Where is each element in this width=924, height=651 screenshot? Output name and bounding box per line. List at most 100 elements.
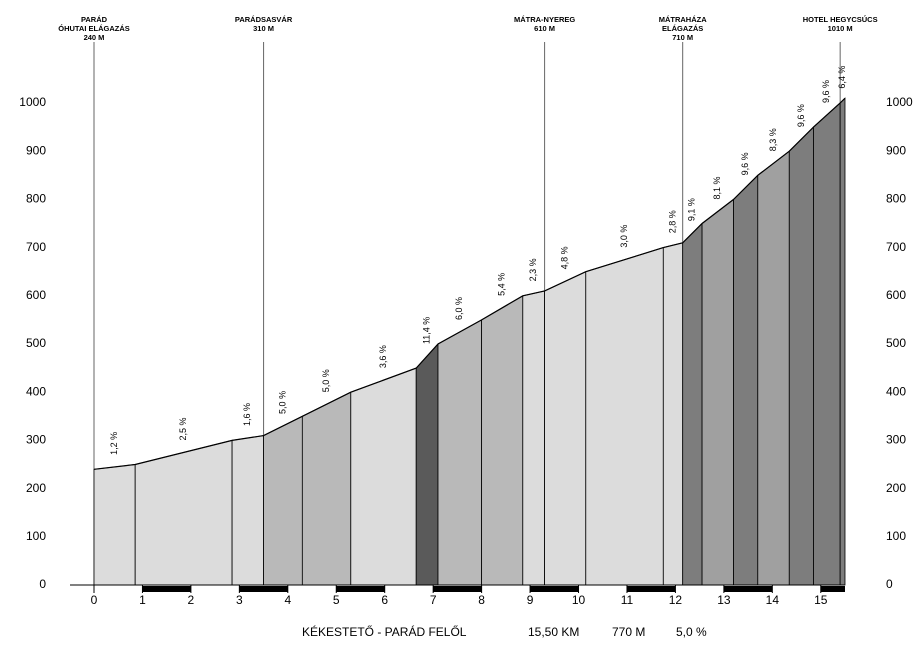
footer-text: 5,0 % — [676, 625, 707, 639]
grade-label: 3,0 % — [619, 225, 629, 248]
y-tick-label-right: 1000 — [886, 95, 913, 109]
km-band — [239, 586, 288, 592]
segment — [544, 271, 587, 586]
waypoint-label: 710 M — [672, 33, 693, 42]
grade-label: 1,6 % — [242, 403, 252, 426]
y-tick-label-right: 100 — [886, 529, 906, 543]
y-tick-label-left: 300 — [26, 433, 46, 447]
y-tick-label-left: 600 — [26, 288, 46, 302]
segment — [93, 464, 136, 586]
y-tick-label-left: 900 — [26, 143, 46, 157]
segment — [350, 367, 417, 586]
grade-label: 9,6 % — [821, 80, 831, 103]
km-band — [530, 586, 579, 592]
km-band — [142, 586, 191, 592]
grade-label: 8,3 % — [768, 128, 778, 151]
segment — [662, 242, 684, 586]
waypoint-label: 1010 M — [828, 24, 853, 33]
x-tick-label: 12 — [669, 593, 683, 607]
segment — [701, 198, 734, 586]
x-tick-label: 14 — [766, 593, 780, 607]
x-tick-label: 11 — [621, 593, 634, 607]
waypoint-label: 240 M — [84, 33, 105, 42]
segment — [301, 391, 352, 586]
segment — [437, 319, 483, 586]
x-tick-label: 7 — [430, 593, 437, 607]
km-band — [723, 586, 773, 592]
km-band — [336, 586, 385, 592]
y-tick-label-right: 800 — [886, 192, 906, 206]
y-tick-label-right: 900 — [886, 143, 906, 157]
waypoint-label: MÁTRA-NYEREG — [514, 15, 575, 24]
footer-text: 770 M — [612, 625, 645, 639]
y-tick-label-right: 0 — [886, 577, 893, 591]
grade-label: 2,5 % — [178, 417, 188, 440]
x-tick-label: 0 — [91, 593, 98, 607]
y-tick-label-left: 800 — [26, 192, 46, 206]
x-tick-label: 3 — [236, 593, 243, 607]
y-tick-label-right: 200 — [886, 481, 906, 495]
waypoint-label: PARÁDSASVÁR — [235, 15, 293, 24]
y-tick-label-right: 600 — [886, 288, 906, 302]
waypoint-label: 610 M — [534, 24, 555, 33]
y-tick-label-left: 1000 — [19, 95, 46, 109]
x-tick-label: 10 — [572, 593, 586, 607]
grade-label: 6,0 % — [454, 297, 464, 320]
footer-text: KÉKESTETŐ - PARÁD FELŐL — [302, 624, 467, 639]
y-tick-label-left: 700 — [26, 240, 46, 254]
grade-label: 2,8 % — [667, 210, 677, 233]
grade-label: 11,4 % — [421, 317, 431, 344]
grade-label: 5,0 % — [321, 369, 331, 392]
x-tick-label: 8 — [478, 593, 485, 607]
km-band — [626, 586, 676, 592]
segment — [585, 247, 664, 586]
grade-label: 9,6 % — [796, 104, 806, 127]
y-tick-label-right: 700 — [886, 240, 906, 254]
waypoint-label: ELÁGAZÁS — [662, 24, 703, 33]
x-tick-label: 5 — [333, 593, 340, 607]
waypoint-label: HOTEL HEGYCSÚCS — [803, 15, 878, 24]
y-tick-label-left: 200 — [26, 481, 46, 495]
waypoint-label: ÓHUTAI ELÁGAZÁS — [58, 24, 130, 33]
segment — [757, 150, 790, 586]
waypoint-label: MÁTRAHÁZA — [659, 15, 707, 24]
grade-label: 5,0 % — [277, 391, 287, 414]
segment — [263, 415, 303, 586]
segment — [788, 126, 814, 586]
segment — [415, 342, 439, 586]
segment — [813, 102, 841, 586]
x-tick-label: 1 — [139, 593, 146, 607]
y-tick-label-left: 400 — [26, 384, 46, 398]
segment — [481, 295, 524, 586]
footer-text: 15,50 KM — [528, 625, 579, 639]
x-tick-label: 15 — [814, 593, 828, 607]
km-band — [820, 586, 845, 592]
grade-label: 3,6 % — [378, 345, 388, 368]
segment — [231, 435, 264, 586]
grade-label: 2,3 % — [528, 258, 538, 281]
x-tick-label: 9 — [527, 593, 534, 607]
profile-line — [93, 97, 846, 470]
x-tick-label: 2 — [188, 593, 195, 607]
grade-label: 9,6 % — [740, 152, 750, 175]
grade-label: 1,2 % — [109, 432, 119, 455]
segment — [522, 290, 545, 586]
y-tick-label-left: 500 — [26, 336, 46, 350]
x-tick-label: 6 — [381, 593, 388, 607]
x-tick-label: 4 — [284, 593, 291, 607]
grade-label: 9,1 % — [687, 198, 697, 221]
grade-label: 4,8 % — [560, 246, 570, 269]
y-tick-label-right: 500 — [886, 336, 906, 350]
y-tick-label-left: 100 — [26, 529, 46, 543]
y-tick-label-right: 400 — [886, 384, 906, 398]
segment — [134, 439, 233, 586]
waypoint-label: 310 M — [253, 24, 274, 33]
grade-label: 8,1 % — [712, 176, 722, 199]
segment — [682, 222, 703, 586]
x-tick-label: 13 — [717, 593, 731, 607]
grade-label: 6,4 % — [837, 66, 847, 89]
y-tick-label-right: 300 — [886, 433, 906, 447]
segment — [733, 174, 759, 586]
waypoint-label: PARÁD — [81, 15, 108, 24]
